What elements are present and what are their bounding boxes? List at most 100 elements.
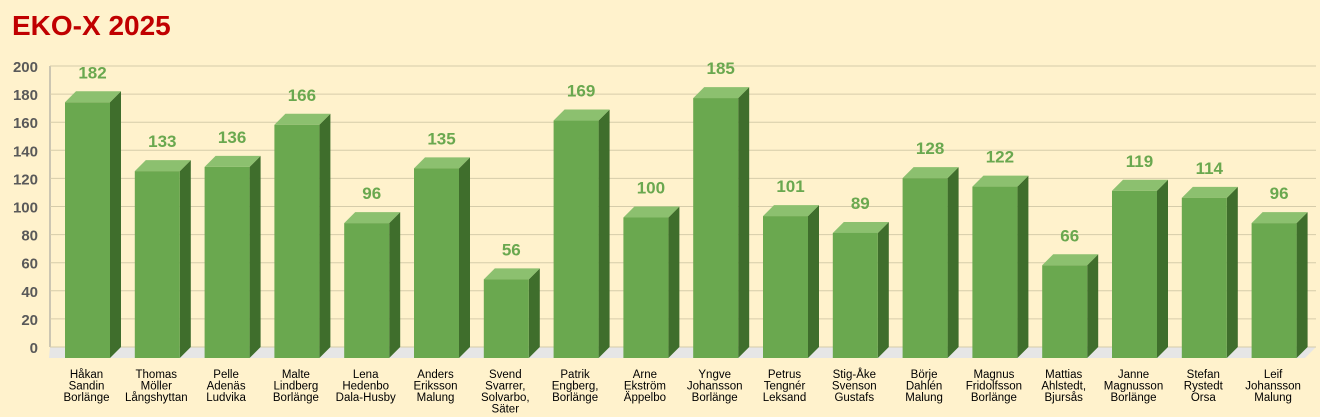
- x-tick-label: Arne Ekström Äppelbo: [624, 369, 666, 404]
- x-tick-label: Petrus Tengnér Leksand: [763, 369, 806, 404]
- bar-top: [553, 109, 610, 121]
- bar-side: [1226, 186, 1238, 358]
- y-tick-label: 180: [13, 87, 38, 104]
- bar: [972, 186, 1018, 358]
- x-tick-label: Thomas Möller Långshyttan: [125, 369, 188, 404]
- y-tick-label: 160: [13, 115, 38, 132]
- data-label: 89: [851, 194, 870, 213]
- bar-side: [110, 91, 121, 358]
- x-tick-label: Håkan Sandin Borlänge: [63, 369, 109, 404]
- bar: [274, 124, 320, 359]
- bar-side: [1087, 254, 1099, 358]
- data-label: 166: [288, 86, 316, 105]
- bar-top: [204, 155, 261, 167]
- bar-side: [1157, 179, 1168, 358]
- bar-top: [1112, 179, 1168, 191]
- bar-top: [344, 212, 401, 224]
- bar-side: [877, 221, 889, 358]
- bar-top: [134, 160, 191, 172]
- bar: [65, 102, 110, 358]
- bar: [553, 120, 599, 359]
- bar-top: [763, 205, 819, 217]
- bar: [204, 166, 250, 358]
- bar: [902, 178, 948, 358]
- bar-top: [693, 87, 750, 99]
- y-tick-label: 0: [30, 340, 38, 357]
- bar-side: [319, 113, 331, 359]
- y-tick-label: 80: [21, 228, 38, 245]
- chart-title: EKO-X 2025: [12, 10, 171, 41]
- bar: [1042, 265, 1088, 358]
- bar-side: [1017, 175, 1029, 358]
- data-label: 119: [1126, 152, 1153, 171]
- data-label: 136: [218, 128, 246, 147]
- data-label: 135: [427, 129, 455, 148]
- data-label: 101: [776, 177, 804, 196]
- x-tick-label: Patrik Engberg, Borlänge: [552, 369, 599, 404]
- data-label: 185: [707, 59, 735, 78]
- x-tick-label: Magnus Fridolfsson Borlänge: [966, 369, 1022, 404]
- bar: [134, 171, 180, 358]
- y-tick-label: 200: [13, 59, 38, 76]
- x-tick-label: Pelle Adenäs Ludvika: [206, 369, 246, 404]
- x-tick-label: Leif Johansson Malung: [1245, 369, 1301, 404]
- bar: [1112, 190, 1157, 358]
- bar-side: [668, 206, 680, 358]
- bar: [763, 216, 808, 358]
- bar: [1181, 197, 1227, 358]
- bar-top: [832, 221, 889, 233]
- data-label: 128: [916, 139, 944, 158]
- x-tick-label: Janne Magnusson Borlänge: [1104, 369, 1163, 404]
- y-tick-label: 40: [21, 284, 38, 301]
- bar: [344, 223, 390, 358]
- bar-side: [1296, 212, 1308, 358]
- bar: [623, 217, 669, 358]
- data-label: 96: [1270, 184, 1289, 203]
- bar: [693, 98, 739, 358]
- x-tick-label: Lena Hedenbo Dala-Husby: [336, 369, 396, 404]
- data-label: 122: [986, 148, 1014, 167]
- bar-top: [1251, 212, 1308, 224]
- bar: [414, 168, 459, 358]
- bar-side: [528, 268, 540, 358]
- bar-top: [483, 268, 540, 280]
- x-tick-label: Mattias Ahlstedt, Bjursås: [1041, 369, 1086, 404]
- data-label: 133: [148, 132, 176, 151]
- y-tick-label: 20: [21, 312, 38, 329]
- x-tick-label: Börje Dahlén Malung: [905, 369, 943, 404]
- data-label: 56: [502, 240, 521, 259]
- bar-top: [902, 167, 959, 179]
- bar-top: [274, 113, 331, 125]
- x-tick-label: Stefan Rystedt Orsa: [1184, 369, 1224, 404]
- y-tick-label: 120: [13, 171, 38, 188]
- bar-side: [249, 155, 261, 358]
- bar-side: [947, 167, 959, 358]
- y-tick-label: 60: [21, 256, 38, 273]
- bar-side: [738, 87, 750, 358]
- bar-side: [389, 212, 401, 358]
- bar-top: [65, 91, 121, 103]
- x-tick-label: Stig-Åke Svenson Gustafs: [832, 368, 877, 404]
- data-label: 114: [1196, 159, 1224, 178]
- bar-top: [1042, 254, 1099, 266]
- data-label: 100: [637, 179, 665, 198]
- bar-side: [598, 109, 610, 359]
- bar: [483, 279, 529, 358]
- bar-top: [623, 206, 680, 218]
- y-tick-label: 140: [13, 143, 38, 160]
- x-tick-label: Yngve Johansson Borlänge: [687, 369, 743, 404]
- y-tick-label: 100: [13, 200, 38, 217]
- data-label: 169: [567, 82, 595, 101]
- bar-top: [1181, 186, 1238, 198]
- data-label: 96: [362, 184, 381, 203]
- x-tick-label: Svend Svarrer, Solvarbo, Säter: [481, 369, 530, 416]
- x-tick-label: Anders Eriksson Malung: [413, 369, 457, 404]
- bar-side: [459, 157, 470, 358]
- bar: [832, 232, 878, 358]
- bar: [1251, 223, 1297, 358]
- x-tick-label: Malte Lindberg Borlänge: [273, 369, 319, 404]
- bar-side: [179, 160, 191, 358]
- data-label: 182: [78, 63, 106, 82]
